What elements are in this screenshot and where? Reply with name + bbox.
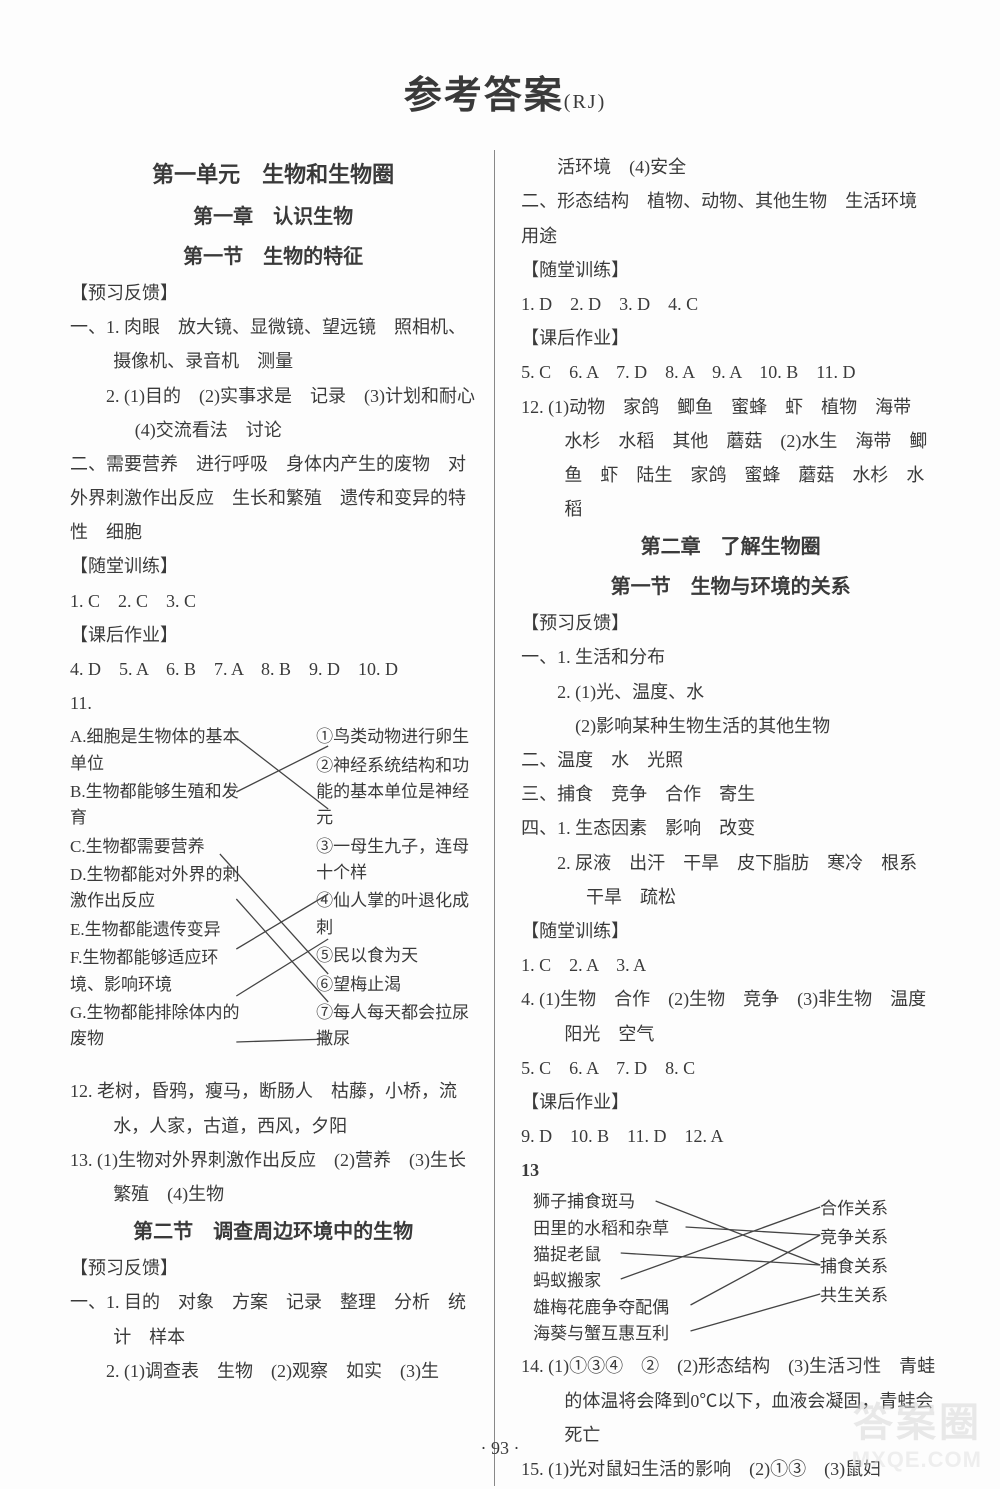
class-heading-r: 【随堂训练】 — [521, 253, 940, 287]
page: 参考答案(RJ) 第一单元 生物和生物圈 第一章 认识生物 第一节 生物的特征 … — [0, 0, 1000, 1489]
page-number: · 93 · — [0, 1431, 1000, 1465]
hw-answers-r: 5. C 6. A 7. D 8. A 9. A 10. B 11. D — [521, 355, 940, 389]
q12: 12. 老树，昏鸦，瘦马，断肠人 枯藤，小桥，流水，人家，古道，西风，夕阳 — [70, 1074, 476, 1142]
q13: 13. (1)生物对外界刺激作出反应 (2)营养 (3)生长繁殖 (4)生物 — [70, 1143, 476, 1211]
left-column: 第一单元 生物和生物圈 第一章 认识生物 第一节 生物的特征 【预习反馈】 一、… — [70, 150, 495, 1486]
matching-diagram-1: A.细胞是生物体的基本单位 B.生物都能够生殖和发育 C.生物都需要营养 D.生… — [70, 724, 476, 1074]
hw-heading: 【课后作业】 — [70, 618, 476, 652]
class-answers-r: 1. D 2. D 3. D 4. C — [521, 287, 940, 321]
preview-heading-r: 【预习反馈】 — [521, 606, 940, 640]
unit-title: 第一单元 生物和生物圈 — [70, 154, 476, 196]
chapter2-title: 第二章 了解生物圈 — [521, 528, 940, 566]
hw2-1: 9. D 10. B 11. D 12. A — [521, 1119, 940, 1153]
columns: 第一单元 生物和生物圈 第一章 认识生物 第一节 生物的特征 【预习反馈】 一、… — [70, 150, 940, 1486]
right-column: 活环境 (4)安全 二、形态结构 植物、动物、其他生物 生活环境 用途 【随堂训… — [515, 150, 940, 1486]
preview-item: 二、需要营养 进行呼吸 身体内产生的废物 对外界刺激作出反应 生长和繁殖 遗传和… — [70, 447, 476, 550]
class2-1: 1. C 2. A 3. A — [521, 948, 940, 982]
continuation: 活环境 (4)安全 — [521, 150, 940, 184]
class2-4: 4. (1)生物 合作 (2)生物 竞争 (3)非生物 温度 阳光 空气 — [521, 982, 940, 1050]
matching2-lines-svg — [521, 1189, 940, 1349]
section-title-2: 第二节 调查周边环境中的生物 — [70, 1213, 476, 1251]
class2-5: 5. C 6. A 7. D 8. C — [521, 1051, 940, 1085]
hw-heading-r: 【课后作业】 — [521, 321, 940, 355]
prev-r-6: 2. 尿液 出汗 干旱 皮下脂肪 寒冷 根系 干旱 疏松 — [521, 846, 940, 914]
chapter-title: 第一章 认识生物 — [70, 198, 476, 236]
prev-r-2b: (2)影响某种生物生活的其他生物 — [521, 709, 940, 743]
class-heading: 【随堂训练】 — [70, 549, 476, 583]
prev-r-4: 三、捕食 竞争 合作 寄生 — [521, 777, 940, 811]
prev-r-5: 四、1. 生态因素 影响 改变 — [521, 811, 940, 845]
class2-heading: 【随堂训练】 — [521, 914, 940, 948]
title-sub: (RJ) — [564, 91, 606, 113]
preview-item: 一、1. 肉眼 放大镜、显微镜、望远镜 照相机、摄像机、录音机 测量 — [70, 310, 476, 378]
hw2-heading: 【课后作业】 — [521, 1085, 940, 1119]
preview-item: 2. (1)目的 (2)实事求是 记录 (3)计划和耐心 (4)交流看法 讨论 — [70, 379, 476, 447]
section2-1-title: 第一节 生物与环境的关系 — [521, 568, 940, 606]
section-title-1: 第一节 生物的特征 — [70, 238, 476, 276]
prev-r-1: 一、1. 生活和分布 — [521, 640, 940, 674]
page-title: 参考答案(RJ) — [70, 60, 940, 132]
preview-heading-2: 【预习反馈】 — [70, 1251, 476, 1285]
preview2-item: 一、1. 目的 对象 方案 记录 整理 分析 统计 样本 — [70, 1285, 476, 1353]
class-answers: 1. C 2. C 3. C — [70, 584, 476, 618]
prev-r-3: 二、温度 水 光照 — [521, 743, 940, 777]
q13-r: 13 狮子捕食斑马 田里的水稻和杂草 猫捉老鼠 蚂蚁搬家 雄梅花鹿争夺配偶 海葵… — [521, 1153, 940, 1349]
hw-12: 12. (1)动物 家鸽 鲫鱼 蜜蜂 虾 植物 海带 水杉 水稻 其他 蘑菇 (… — [521, 390, 940, 527]
preview2-item: 2. (1)调查表 生物 (2)观察 如实 (3)生 — [70, 1354, 476, 1388]
continuation: 二、形态结构 植物、动物、其他生物 生活环境 用途 — [521, 184, 940, 252]
hw-answers: 4. D 5. A 6. B 7. A 8. B 9. D 10. D — [70, 652, 476, 686]
matching-diagram-2: 狮子捕食斑马 田里的水稻和杂草 猫捉老鼠 蚂蚁搬家 雄梅花鹿争夺配偶 海葵与蟹互… — [521, 1189, 940, 1349]
matching-lines-svg — [70, 724, 476, 1074]
prev-r-2a: 2. (1)光、温度、水 — [521, 675, 940, 709]
q13-label: 13 — [521, 1160, 539, 1180]
q11-label: 11. — [70, 686, 476, 720]
preview-heading: 【预习反馈】 — [70, 276, 476, 310]
title-main: 参考答案 — [404, 75, 564, 117]
